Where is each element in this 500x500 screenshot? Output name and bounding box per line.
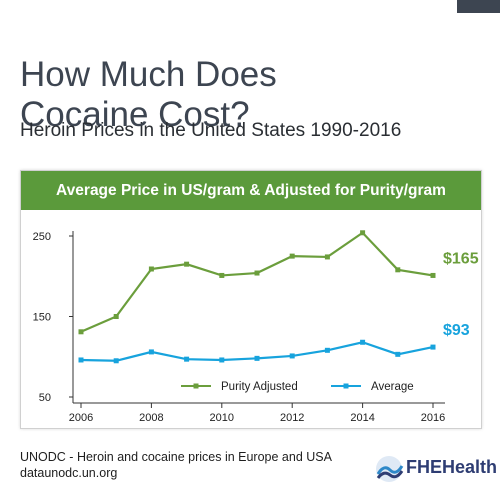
- logo-text: FHEHealth: [406, 457, 498, 477]
- source-line-1: UNODC - Heroin and cocaine prices in Eur…: [20, 450, 332, 464]
- end-value-label-average: $93: [443, 322, 470, 339]
- data-point-average: [360, 339, 366, 345]
- chart-panel: Average Price in US/gram & Adjusted for …: [20, 170, 482, 429]
- y-tick-label: 150: [33, 312, 51, 324]
- page-subtitle: Heroin Prices in the United States 1990-…: [20, 120, 402, 141]
- data-point-average: [289, 353, 295, 359]
- end-value-label-purity-adjusted: $165: [443, 250, 479, 267]
- data-point-average: [324, 347, 330, 353]
- legend-marker-average: [343, 383, 349, 389]
- data-point-average: [430, 344, 436, 350]
- legend-label-purity-adjusted: Purity Adjusted: [221, 381, 298, 393]
- source-citation: UNODC - Heroin and cocaine prices in Eur…: [20, 449, 332, 481]
- x-tick-label: 2010: [210, 412, 234, 424]
- data-point-average: [148, 349, 154, 355]
- x-tick-label: 2006: [69, 412, 93, 424]
- data-point-average: [78, 357, 84, 363]
- data-point-purity-adjusted: [430, 272, 436, 278]
- data-point-purity-adjusted: [113, 314, 119, 319]
- corner-accent-bar: [457, 0, 500, 13]
- chart-header: Average Price in US/gram & Adjusted for …: [21, 171, 481, 210]
- legend-marker-purity-adjusted: [193, 383, 199, 389]
- x-tick-label: 2008: [139, 412, 163, 424]
- title-line-1: How Much Does: [20, 55, 277, 95]
- data-point-average: [254, 355, 260, 361]
- data-point-purity-adjusted: [148, 266, 154, 272]
- data-point-purity-adjusted: [219, 272, 225, 278]
- page-title: How Much Does Cocaine Cost?: [20, 55, 460, 135]
- x-tick-label: 2014: [350, 412, 374, 424]
- x-tick-label: 2012: [280, 412, 304, 424]
- data-point-purity-adjusted: [78, 329, 84, 335]
- data-point-average: [395, 351, 401, 357]
- title-line-2: Cocaine Cost?: [20, 95, 250, 135]
- logo-mark-icon: [376, 456, 404, 482]
- source-line-2: dataunodc.un.org: [20, 466, 118, 480]
- legend-label-average: Average: [371, 381, 414, 393]
- series-line-purity-adjusted: [80, 231, 434, 333]
- data-point-purity-adjusted: [254, 270, 260, 276]
- fhe-health-logo: FHEHealth: [374, 452, 497, 486]
- data-point-purity-adjusted: [395, 267, 401, 273]
- data-point-purity-adjusted: [324, 254, 330, 260]
- line-chart: 250 150 50 2006 2008 2010 2012 2014 2016 $165 $93 P…: [33, 230, 479, 424]
- data-point-average: [219, 357, 225, 363]
- data-point-average: [184, 356, 190, 362]
- data-point-purity-adjusted: [289, 253, 295, 259]
- data-point-average: [113, 358, 119, 364]
- x-tick-label: 2016: [421, 412, 445, 424]
- data-point-purity-adjusted: [184, 261, 190, 267]
- y-tick-label: 50: [39, 392, 51, 404]
- y-tick-label: 250: [33, 231, 51, 243]
- data-point-purity-adjusted: [360, 230, 366, 236]
